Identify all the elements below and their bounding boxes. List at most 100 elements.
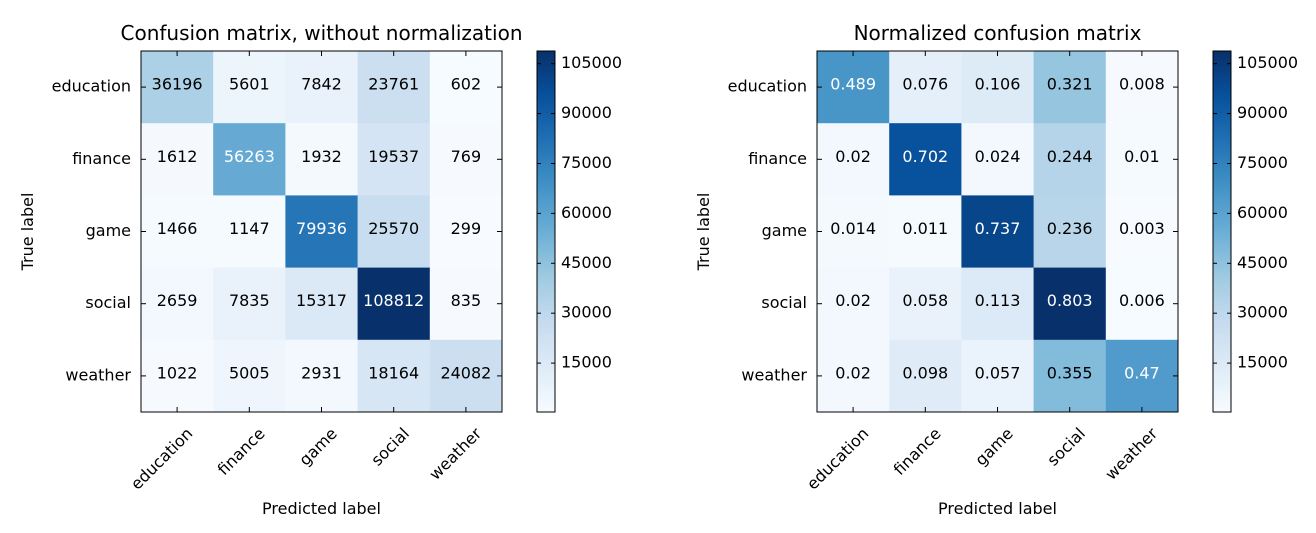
cm1-colorbar-tick-label-2: 45000: [561, 253, 612, 272]
cm1-xtick-label-4: weather: [425, 424, 485, 484]
cm2-colorbar-tick-label-6: 105000: [1237, 53, 1298, 72]
cm1-cell-r3-c0: [141, 267, 214, 341]
cm2-cell-label-r1-c0: 0.02: [835, 147, 871, 166]
cm1-cell-label-r0-c3: 23761: [368, 75, 419, 94]
cm2-cell-r0-c1: [889, 51, 962, 124]
cm1-colorbar-tick-label-5: 90000: [561, 103, 612, 122]
cm1-cell-label-r1-c1: 56263: [224, 147, 275, 166]
cm2-cell-r3-c0: [817, 267, 890, 341]
cm1-ytick-label-2: game: [86, 221, 131, 240]
cm2-cell-label-r2-c1: 0.011: [902, 219, 948, 238]
cm1-xtick-label-3: social: [367, 424, 413, 470]
cm1-cell-label-r4-c1: 5005: [229, 363, 270, 382]
cm1-cell-r4-c0: [141, 339, 214, 413]
cm1-cell-r0-c1: [213, 51, 286, 124]
cm1-cell-r0-c0: [141, 51, 214, 124]
cm1-cell-label-r0-c4: 602: [451, 75, 482, 94]
cm1-cell-r0-c3: [357, 51, 431, 124]
cm1-cell-label-r1-c2: 1932: [301, 147, 342, 166]
cm2-ytick-label-0: education: [728, 77, 807, 96]
cm1-cell-label-r3-c3: 108812: [363, 291, 424, 310]
cm1-cell-label-r1-c0: 1612: [157, 147, 198, 166]
cm2-cell-label-r1-c3: 0.244: [1047, 147, 1093, 166]
cm2-cell-r4-c1: [889, 339, 962, 413]
cm1-colorbar-tick-label-3: 60000: [561, 203, 612, 222]
cm2-cell-label-r4-c2: 0.057: [975, 363, 1021, 382]
cm1-cell-label-r4-c2: 2931: [301, 363, 342, 382]
cm1-ytick-label-3: social: [85, 293, 131, 312]
cm2-ytick-label-4: weather: [741, 365, 807, 384]
cm2-colorbar-tick-label-2: 45000: [1237, 253, 1288, 272]
cm2-cell-label-r2-c0: 0.014: [830, 219, 876, 238]
cm1-cell-r3-c3: [357, 267, 431, 341]
cm1-cell-label-r0-c0: 36196: [152, 75, 203, 94]
cm2-cell-label-r0-c3: 0.321: [1047, 75, 1093, 94]
cm2-cell-r4-c2: [961, 339, 1035, 413]
cm2-cell-label-r0-c0: 0.489: [830, 75, 876, 94]
cm1-ylabel: True label: [18, 193, 37, 272]
cm1-cell-r0-c2: [285, 51, 359, 124]
cm2-cell-r0-c0: [817, 51, 890, 124]
cm2-cell-r3-c4: [1105, 267, 1179, 341]
cm2-cell-r2-c4: [1105, 195, 1179, 269]
cm1-cell-label-r2-c0: 1466: [157, 219, 198, 238]
cm1-cell-label-r3-c2: 15317: [296, 291, 347, 310]
cm2-cell-r2-c0: [817, 195, 890, 269]
cm2-cell-r0-c3: [1033, 51, 1107, 124]
cm2-xtick-label-1: finance: [890, 424, 945, 479]
cm2-cell-r4-c0: [817, 339, 890, 413]
cm2-cell-r1-c4: [1105, 123, 1179, 196]
cm2-cell-label-r0-c2: 0.106: [975, 75, 1021, 94]
cm2-xtick-label-0: education: [803, 424, 873, 494]
cm2-cell-label-r1-c1: 0.702: [902, 147, 948, 166]
cm1-cell-label-r4-c3: 18164: [368, 363, 419, 382]
cm2-cell-label-r2-c3: 0.236: [1047, 219, 1093, 238]
cm1-cell-r0-c4: [429, 51, 503, 124]
cm1-xlabel: Predicted label: [262, 499, 381, 518]
cm2-ytick-label-2: game: [762, 221, 807, 240]
cm2-cell-label-r0-c4: 0.008: [1119, 75, 1165, 94]
cm2-cell-label-r4-c4: 0.47: [1124, 363, 1160, 382]
cm1-cell-r1-c2: [285, 123, 359, 196]
cm2-colorbar-tick-label-0: 15000: [1237, 353, 1288, 372]
cm2-cell-r4-c4: [1105, 339, 1179, 413]
cm2-colorbar-tick-label-3: 60000: [1237, 203, 1288, 222]
cm2-xlabel: Predicted label: [938, 499, 1057, 518]
cm2-ylabel: True label: [694, 193, 713, 272]
cm1-cell-label-r3-c0: 2659: [157, 291, 198, 310]
cm1-colorbar-tick-label-1: 30000: [561, 303, 612, 322]
cm1-cell-r4-c2: [285, 339, 359, 413]
cm1-colorbar-tick-label-4: 75000: [561, 153, 612, 172]
cm1-xtick-label-0: education: [127, 424, 197, 494]
cm1-cell-label-r0-c1: 5601: [229, 75, 270, 94]
cm2-xtick-label-4: weather: [1101, 424, 1161, 484]
cm1-cell-r3-c4: [429, 267, 503, 341]
cm2-xtick-label-2: game: [971, 424, 1017, 470]
cm2-cell-label-r3-c4: 0.006: [1119, 291, 1165, 310]
cm1-cell-label-r2-c2: 79936: [296, 219, 347, 238]
cm2-colorbar-tick-label-4: 75000: [1237, 153, 1288, 172]
cm1-cell-label-r1-c4: 769: [451, 147, 482, 166]
cm1-cell-label-r2-c1: 1147: [229, 219, 270, 238]
cm1-cell-r2-c3: [357, 195, 431, 269]
cm1-title: Confusion matrix, without normalization: [121, 21, 523, 45]
cm1-cell-r2-c4: [429, 195, 503, 269]
cm1-cell-label-r4-c0: 1022: [157, 363, 198, 382]
cm1-cell-r1-c1: [213, 123, 286, 196]
cm2-cell-label-r4-c1: 0.098: [902, 363, 948, 382]
cm2-cell-label-r2-c2: 0.737: [975, 219, 1021, 238]
cm2-cell-label-r1-c2: 0.024: [975, 147, 1021, 166]
cm2-cell-r1-c0: [817, 123, 890, 196]
cm2-cell-r3-c3: [1033, 267, 1107, 341]
cm2-cell-label-r3-c2: 0.113: [975, 291, 1021, 310]
cm1-cell-r4-c4: [429, 339, 503, 413]
cm2-colorbar: [1212, 50, 1232, 413]
cm2-cell-r3-c2: [961, 267, 1035, 341]
cm1-colorbar-tick-label-6: 105000: [561, 53, 622, 72]
cm1-colorbar: [536, 50, 556, 413]
cm2-cell-r3-c1: [889, 267, 962, 341]
cm1-cell-r2-c1: [213, 195, 286, 269]
cm1-cell-label-r2-c4: 299: [451, 219, 482, 238]
cm1-cell-r3-c1: [213, 267, 286, 341]
